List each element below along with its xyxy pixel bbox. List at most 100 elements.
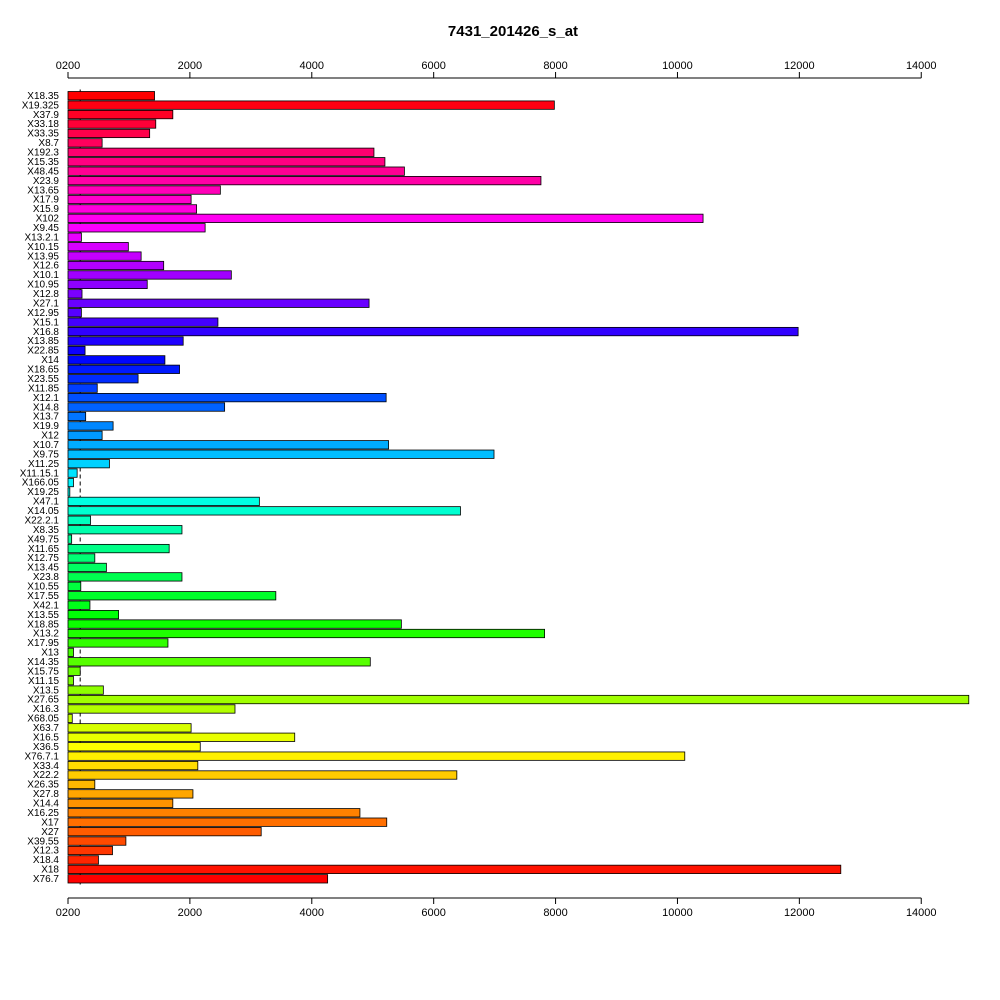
bar bbox=[67, 430, 103, 440]
category-label: X17 bbox=[41, 817, 59, 828]
category-label: X11.25 bbox=[28, 459, 59, 470]
bar bbox=[67, 185, 221, 195]
category-label: X14.4 bbox=[33, 799, 60, 810]
bar bbox=[67, 326, 799, 337]
bar bbox=[67, 770, 458, 780]
category-label: X18.35 bbox=[27, 91, 59, 102]
category-label: X9.45 bbox=[33, 223, 60, 234]
chart-title: 7431_201426_s_at bbox=[448, 23, 578, 40]
category-label: X166.05 bbox=[22, 478, 60, 489]
tick-label: 6000 bbox=[421, 60, 445, 72]
bar bbox=[67, 685, 104, 695]
tick-label: 8000 bbox=[543, 60, 567, 72]
bar bbox=[67, 874, 329, 884]
category-label: X9.75 bbox=[33, 449, 60, 460]
bar bbox=[67, 468, 78, 478]
category-label: X15.9 bbox=[33, 204, 60, 215]
category-label: X19.25 bbox=[27, 487, 59, 498]
bar bbox=[67, 506, 461, 516]
tick-label: 12000 bbox=[784, 907, 815, 919]
bar bbox=[67, 345, 86, 356]
bar bbox=[67, 666, 81, 676]
bar bbox=[67, 638, 169, 648]
bar bbox=[67, 477, 74, 488]
bar bbox=[67, 109, 174, 120]
category-label: X18.65 bbox=[27, 365, 59, 376]
category-label: X33.35 bbox=[27, 129, 59, 140]
x-axis-top: 0200 2000 4000 6000 8000 10000 12000 14000 bbox=[56, 60, 937, 79]
bar bbox=[67, 100, 555, 110]
category-label: X18.85 bbox=[27, 619, 59, 630]
bar bbox=[67, 279, 148, 290]
bar bbox=[67, 572, 183, 582]
tick-label: 6000 bbox=[421, 907, 445, 919]
category-label: X14.05 bbox=[27, 506, 59, 517]
category-label: X102 bbox=[36, 214, 60, 225]
bar bbox=[67, 317, 219, 327]
category-label: X8.7 bbox=[38, 138, 59, 149]
category-label: X11.15 bbox=[28, 676, 59, 687]
category-label: X17.9 bbox=[33, 195, 60, 206]
bar bbox=[67, 355, 166, 365]
bar bbox=[67, 713, 73, 724]
bar bbox=[67, 147, 375, 157]
category-label: X13.45 bbox=[27, 563, 59, 574]
category-label: X68.05 bbox=[27, 714, 59, 725]
bar bbox=[67, 402, 226, 412]
bars bbox=[67, 91, 970, 884]
bar bbox=[67, 789, 194, 799]
category-label: X16.25 bbox=[27, 808, 59, 819]
category-label: X18.4 bbox=[33, 855, 60, 866]
bar bbox=[67, 553, 96, 563]
bar bbox=[67, 817, 388, 827]
category-label: X12.8 bbox=[33, 289, 60, 300]
tick-label: 4000 bbox=[300, 907, 324, 919]
bar bbox=[67, 864, 842, 874]
bar bbox=[67, 657, 371, 667]
category-label: X8.35 bbox=[33, 525, 60, 536]
bar bbox=[67, 600, 91, 610]
bar bbox=[67, 138, 103, 148]
bar bbox=[67, 647, 74, 657]
category-label: X22.2 bbox=[33, 770, 60, 781]
category-label: X13.85 bbox=[27, 336, 59, 347]
bar bbox=[67, 619, 402, 629]
bar bbox=[67, 562, 107, 573]
category-label: X63.7 bbox=[33, 723, 60, 734]
x-axis-bottom: 0200 2000 4000 6000 8000 10000 12000 14000 bbox=[56, 897, 937, 919]
bar bbox=[67, 760, 199, 771]
bar bbox=[67, 751, 686, 761]
category-label: X76.7.1 bbox=[25, 751, 60, 762]
bar bbox=[67, 308, 82, 318]
category-label: X13.2 bbox=[33, 629, 60, 640]
category-label: X39.55 bbox=[27, 836, 59, 847]
tick-label: 10000 bbox=[662, 907, 693, 919]
category-label: X23.8 bbox=[33, 572, 60, 583]
bar bbox=[67, 289, 83, 299]
category-label: X27.8 bbox=[33, 789, 60, 800]
bar bbox=[67, 449, 495, 459]
bar bbox=[67, 581, 82, 591]
category-label: X11.15.1 bbox=[20, 468, 60, 479]
category-label: X22.2.1 bbox=[25, 515, 60, 526]
tick-label: 14000 bbox=[906, 60, 937, 72]
category-label: X27.1 bbox=[33, 298, 60, 309]
bar bbox=[67, 393, 387, 403]
bar bbox=[67, 421, 114, 431]
tick-label: 2000 bbox=[178, 907, 202, 919]
bar bbox=[67, 515, 91, 525]
bar bbox=[67, 808, 361, 818]
category-label: X10.7 bbox=[33, 440, 60, 451]
category-label: X47.1 bbox=[33, 497, 60, 508]
category-label: X14.35 bbox=[27, 657, 59, 668]
bar bbox=[67, 213, 704, 223]
category-label: X18 bbox=[41, 865, 59, 876]
category-label: X19.325 bbox=[22, 100, 60, 111]
category-label: X14 bbox=[41, 355, 59, 366]
category-label: X13.7 bbox=[33, 412, 60, 423]
bar bbox=[67, 836, 127, 846]
category-label: X13.5 bbox=[33, 685, 60, 696]
category-label: X14.8 bbox=[33, 402, 60, 413]
tick-label: 12000 bbox=[784, 60, 815, 72]
category-label: X11.65 bbox=[28, 544, 59, 555]
